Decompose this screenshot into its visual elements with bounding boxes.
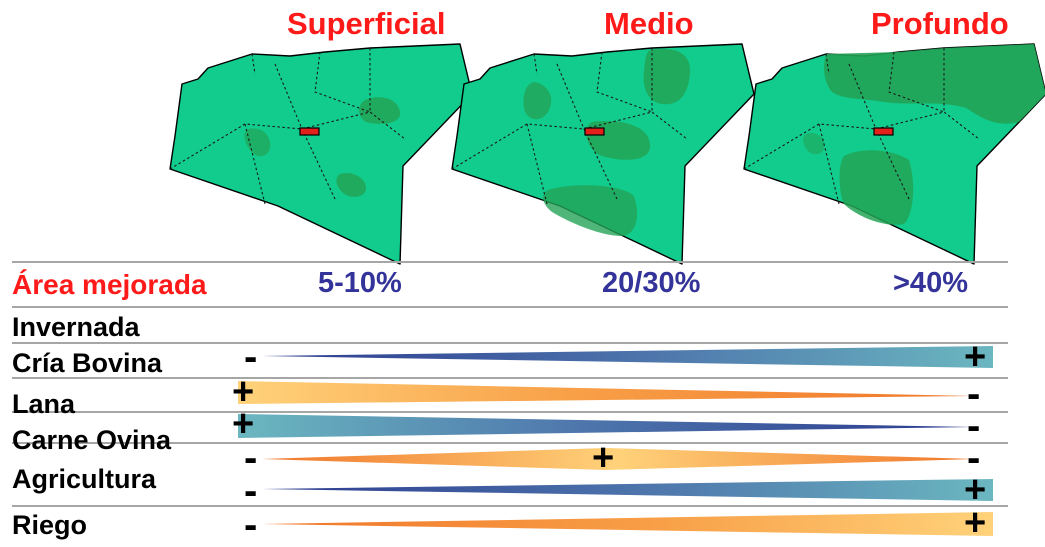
wedge-riego (262, 479, 993, 501)
row-label-agricultura: Agricultura (12, 464, 157, 494)
separator (12, 442, 1008, 444)
separator (12, 342, 1008, 344)
map-medio (451, 43, 755, 265)
plus-sign: + (232, 371, 255, 413)
separator (12, 306, 1008, 308)
plus-sign: + (232, 403, 255, 445)
wedge-carne-ovina (238, 414, 975, 438)
percent-profundo: >40% (893, 267, 968, 299)
minus-sign: - (244, 503, 258, 547)
separator (12, 411, 1008, 413)
row-label-cria-bovina: Cría Bovina (12, 348, 163, 378)
wedge-lana (238, 381, 975, 404)
map-title-superficial: Superficial (287, 6, 446, 41)
minus-sign: - (244, 469, 258, 513)
map-superficial (169, 43, 473, 265)
map-title-profundo: Profundo (871, 6, 1009, 41)
row-label-invernada: Invernada (12, 312, 140, 342)
minus-sign: - (244, 436, 258, 480)
row-label-riego: Riego (12, 510, 88, 540)
plus-sign: + (964, 336, 987, 378)
map-title-medio: Medio (604, 6, 694, 41)
plus-sign: + (964, 502, 987, 544)
plus-sign: + (592, 437, 615, 479)
map-profundo (743, 43, 1045, 265)
minus-sign: - (967, 404, 981, 448)
separator (12, 261, 1008, 263)
row-label-lana: Lana (12, 389, 76, 419)
minus-sign: - (244, 335, 258, 379)
minus-sign: - (967, 372, 981, 416)
wedge-cria-bovina (262, 346, 993, 368)
minus-sign: - (967, 436, 981, 480)
plus-sign: + (964, 469, 987, 511)
area-mejorada-label: Área mejorada (12, 269, 207, 300)
wedge-agricultura (262, 448, 975, 470)
separator (12, 505, 1008, 507)
percent-medio: 20/30% (602, 267, 701, 299)
separator (12, 377, 1008, 379)
wedge-bottom (262, 512, 993, 536)
row-label-carne-ovina: Carne Ovina (12, 425, 172, 455)
percent-superficial: 5-10% (318, 267, 402, 299)
